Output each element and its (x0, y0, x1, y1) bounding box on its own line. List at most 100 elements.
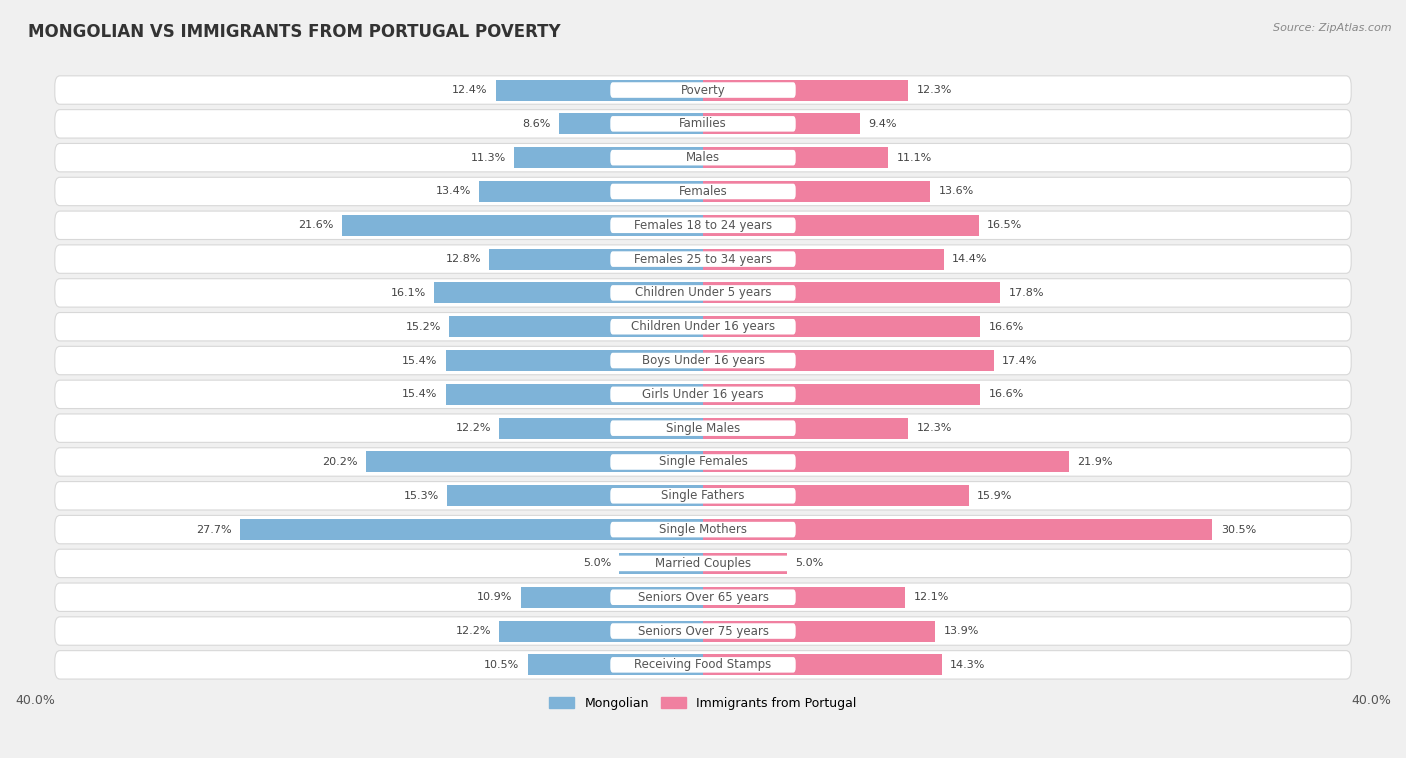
Bar (515, 147, 703, 168)
Text: Children Under 16 years: Children Under 16 years (631, 320, 775, 334)
Bar (703, 80, 908, 101)
Bar (446, 384, 703, 405)
FancyBboxPatch shape (55, 312, 1351, 341)
FancyBboxPatch shape (55, 515, 1351, 543)
Bar (342, 215, 703, 236)
Text: 16.1%: 16.1% (391, 288, 426, 298)
Text: 12.1%: 12.1% (914, 592, 949, 602)
Text: 13.6%: 13.6% (938, 186, 974, 196)
FancyBboxPatch shape (55, 76, 1351, 105)
Text: Boys Under 16 years: Boys Under 16 years (641, 354, 765, 367)
Text: 12.3%: 12.3% (917, 423, 952, 433)
Text: 12.2%: 12.2% (456, 423, 491, 433)
FancyBboxPatch shape (55, 245, 1351, 274)
Text: 16.6%: 16.6% (988, 321, 1024, 332)
FancyBboxPatch shape (55, 177, 1351, 205)
FancyBboxPatch shape (610, 623, 796, 639)
FancyBboxPatch shape (610, 352, 796, 368)
Bar (703, 181, 931, 202)
Text: 16.5%: 16.5% (987, 221, 1022, 230)
Bar (703, 114, 860, 134)
FancyBboxPatch shape (55, 583, 1351, 612)
FancyBboxPatch shape (55, 617, 1351, 645)
FancyBboxPatch shape (55, 650, 1351, 679)
Text: 10.5%: 10.5% (484, 660, 519, 670)
FancyBboxPatch shape (610, 556, 796, 572)
Bar (240, 519, 703, 540)
Bar (703, 485, 969, 506)
Text: 20.2%: 20.2% (322, 457, 357, 467)
FancyBboxPatch shape (610, 218, 796, 233)
Text: 11.1%: 11.1% (897, 152, 932, 163)
Text: 13.9%: 13.9% (943, 626, 979, 636)
Text: 15.9%: 15.9% (977, 490, 1012, 501)
Text: Males: Males (686, 151, 720, 164)
Text: 15.4%: 15.4% (402, 390, 437, 399)
Bar (479, 181, 703, 202)
Text: 30.5%: 30.5% (1220, 525, 1256, 534)
FancyBboxPatch shape (610, 252, 796, 267)
Text: 21.9%: 21.9% (1077, 457, 1112, 467)
Bar (499, 418, 703, 439)
FancyBboxPatch shape (610, 83, 796, 98)
Text: Seniors Over 75 years: Seniors Over 75 years (637, 625, 769, 637)
Text: Children Under 5 years: Children Under 5 years (634, 287, 772, 299)
Bar (703, 384, 980, 405)
Text: 27.7%: 27.7% (197, 525, 232, 534)
Text: Females 25 to 34 years: Females 25 to 34 years (634, 252, 772, 265)
Text: 21.6%: 21.6% (298, 221, 333, 230)
Text: 8.6%: 8.6% (523, 119, 551, 129)
Bar (449, 316, 703, 337)
Text: 9.4%: 9.4% (869, 119, 897, 129)
Text: 10.9%: 10.9% (477, 592, 513, 602)
FancyBboxPatch shape (55, 550, 1351, 578)
Bar (703, 316, 980, 337)
FancyBboxPatch shape (55, 110, 1351, 138)
Bar (703, 452, 1069, 472)
Text: 5.0%: 5.0% (794, 559, 823, 568)
Bar (703, 249, 943, 270)
Bar (496, 80, 703, 101)
Text: 12.3%: 12.3% (917, 85, 952, 95)
Bar (489, 249, 703, 270)
Bar (703, 418, 908, 439)
Bar (522, 587, 703, 608)
Text: 17.4%: 17.4% (1002, 356, 1038, 365)
Text: 11.3%: 11.3% (471, 152, 506, 163)
FancyBboxPatch shape (610, 590, 796, 605)
Text: Girls Under 16 years: Girls Under 16 years (643, 388, 763, 401)
FancyBboxPatch shape (610, 454, 796, 470)
Bar (703, 147, 889, 168)
FancyBboxPatch shape (610, 116, 796, 132)
FancyBboxPatch shape (610, 285, 796, 301)
Text: Females: Females (679, 185, 727, 198)
Text: Single Fathers: Single Fathers (661, 489, 745, 503)
FancyBboxPatch shape (55, 211, 1351, 240)
Bar (560, 114, 703, 134)
Bar (703, 587, 905, 608)
Text: 12.2%: 12.2% (456, 626, 491, 636)
Text: Source: ZipAtlas.com: Source: ZipAtlas.com (1274, 23, 1392, 33)
Text: MONGOLIAN VS IMMIGRANTS FROM PORTUGAL POVERTY: MONGOLIAN VS IMMIGRANTS FROM PORTUGAL PO… (28, 23, 561, 41)
FancyBboxPatch shape (610, 657, 796, 672)
Text: 12.8%: 12.8% (446, 254, 481, 264)
FancyBboxPatch shape (610, 522, 796, 537)
Text: 14.4%: 14.4% (952, 254, 987, 264)
Bar (703, 350, 994, 371)
Text: 15.4%: 15.4% (402, 356, 437, 365)
Text: 12.4%: 12.4% (453, 85, 488, 95)
Text: Single Females: Single Females (658, 456, 748, 468)
FancyBboxPatch shape (55, 381, 1351, 409)
Bar (703, 654, 942, 675)
Text: 16.6%: 16.6% (988, 390, 1024, 399)
Bar (620, 553, 703, 574)
Text: Receiving Food Stamps: Receiving Food Stamps (634, 659, 772, 672)
Bar (366, 452, 703, 472)
Text: 14.3%: 14.3% (950, 660, 986, 670)
FancyBboxPatch shape (55, 448, 1351, 476)
FancyBboxPatch shape (610, 421, 796, 436)
FancyBboxPatch shape (610, 488, 796, 503)
Text: 15.2%: 15.2% (405, 321, 441, 332)
Bar (499, 621, 703, 641)
Bar (703, 553, 786, 574)
